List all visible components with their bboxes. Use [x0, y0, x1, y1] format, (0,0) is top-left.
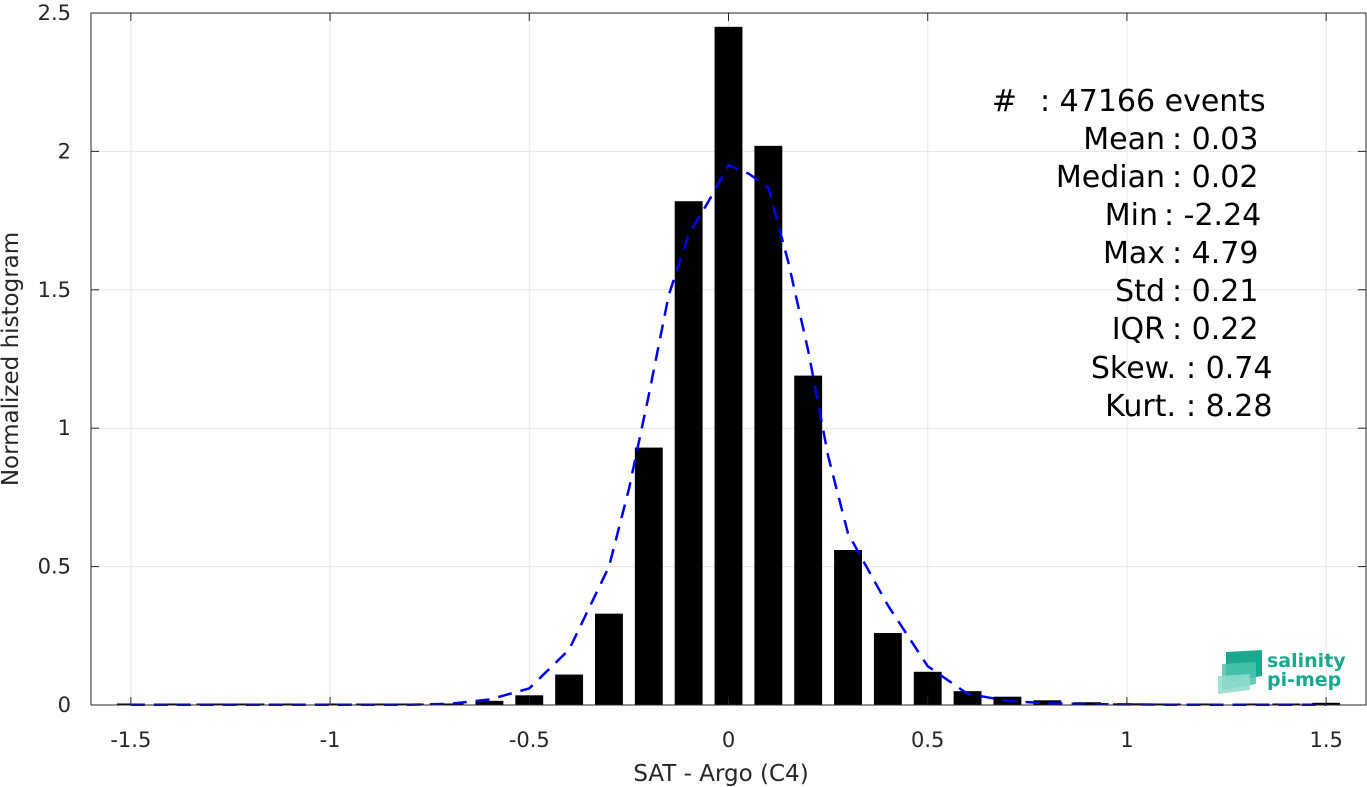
y-axis-title: Normalized histogram [0, 232, 24, 486]
stat-median-label: Median [1056, 160, 1165, 195]
histogram-bar [674, 201, 703, 705]
histogram-bar [834, 549, 862, 705]
stat-median-value: : 0.02 [1172, 160, 1258, 195]
y-tick-label: 1.5 [38, 278, 71, 302]
histogram-bar [156, 703, 185, 705]
x-tick-label: -1 [320, 728, 341, 752]
x-tick-label: 0.5 [911, 728, 944, 752]
stat-max-value: : 4.79 [1172, 236, 1258, 271]
stat-skew-value: : 0.74 [1186, 351, 1272, 386]
histogram-bar [1073, 702, 1102, 705]
stat-kurt-label: Kurt. [1105, 389, 1176, 424]
y-tick-label: 0 [58, 693, 71, 717]
x-tick-label: -0.5 [509, 728, 550, 752]
y-tick-label: 0.5 [38, 555, 71, 579]
x-tick-label: -1.5 [110, 728, 151, 752]
histogram-bar [555, 674, 584, 705]
y-tick-labels: 0 0.5 1 1.5 2 2.5 [38, 1, 71, 717]
histogram-bar [595, 613, 623, 705]
histogram-bar [276, 703, 305, 705]
histogram-bar [714, 26, 743, 705]
y-tick-label: 2.5 [38, 1, 71, 25]
stat-iqr-value: : 0.22 [1172, 312, 1258, 347]
stat-std-value: : 0.21 [1172, 274, 1258, 309]
stat-count-value: : 47166 events [1040, 84, 1266, 119]
histogram-bar [754, 145, 783, 705]
logo-line1: salinity [1267, 650, 1346, 672]
histogram-bar [435, 703, 464, 705]
wave-layers-icon [1218, 650, 1262, 694]
x-tick-labels: -1.5 -1 -0.5 0 0.5 1 1.5 [110, 728, 1343, 752]
stat-mean-label: Mean [1083, 122, 1165, 157]
x-tick-label: 1 [1120, 728, 1133, 752]
stat-max-label: Max [1103, 236, 1165, 271]
logo-line2: pi-mep [1267, 669, 1341, 691]
histogram-bar [873, 633, 902, 705]
histogram-bar [953, 691, 982, 705]
stat-mean-value: : 0.03 [1172, 122, 1258, 157]
stats-annotation: # : 47166 events Mean : 0.03 Median : 0.… [992, 84, 1273, 424]
stat-iqr-label: IQR [1112, 312, 1165, 347]
histogram-bar [1033, 700, 1062, 705]
stat-kurt-value: : 8.28 [1186, 389, 1272, 424]
stat-min-value: : -2.24 [1164, 198, 1261, 233]
x-tick-label: 0 [722, 728, 735, 752]
salinity-pi-mep-logo: salinity pi-mep [1218, 650, 1346, 694]
histogram-bar [794, 375, 823, 705]
axis-ticks [91, 12, 1366, 706]
y-tick-label: 2 [58, 139, 71, 163]
stat-count-label: # [992, 84, 1017, 119]
stat-min-label: Min [1105, 198, 1158, 233]
stat-skew-label: Skew. [1091, 351, 1176, 386]
y-tick-label: 1 [58, 416, 71, 440]
x-axis-title: SAT - Argo (C4) [633, 761, 808, 787]
histogram-bar [634, 447, 663, 705]
bars [116, 26, 1341, 705]
histogram-bar [475, 700, 504, 705]
histogram-bar [1192, 703, 1221, 705]
x-tick-label: 1.5 [1309, 728, 1342, 752]
stat-std-label: Std [1115, 274, 1165, 309]
